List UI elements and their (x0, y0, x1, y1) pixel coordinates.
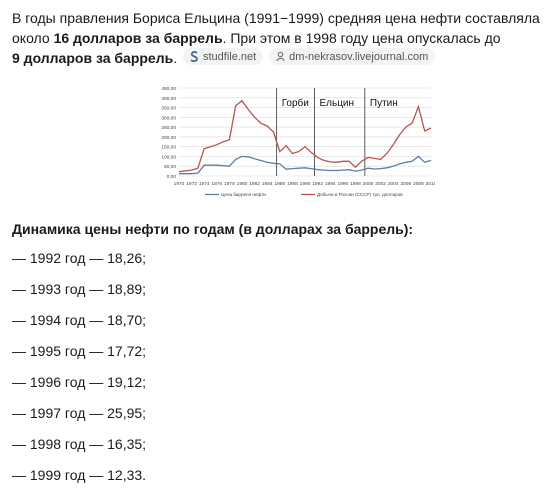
x-tick-label: 1976 (211, 181, 222, 187)
y-tick-label: 250,00 (161, 125, 176, 131)
list-item: — 1992 год — 18,26; (12, 250, 147, 266)
list-item: — 1997 год — 25,95; (12, 405, 147, 421)
x-tick-label: 1972 (186, 181, 197, 187)
series-line (179, 155, 432, 175)
legend-label: Цена барреля нефти (221, 192, 266, 197)
x-tick-label: 1990 (300, 181, 311, 187)
list-item: — 1995 год — 17,72; (12, 343, 147, 359)
source-chip-studfile[interactable]: studfile.net (183, 48, 264, 65)
list-item: — 1994 год — 18,70; (12, 312, 147, 328)
answer-paragraph: В годы правления Бориса Ельцина (1991−19… (12, 8, 548, 68)
x-tick-label: 1994 (325, 181, 336, 187)
period-label: Ельцин (319, 98, 354, 109)
y-tick-label: 100,00 (161, 154, 176, 160)
y-tick-label: 450,00 (161, 86, 176, 92)
x-tick-label: 1996 (337, 181, 348, 187)
x-tick-label: 1974 (199, 181, 210, 187)
answer-text: . При этом в 1998 году цена опускалась д… (222, 30, 501, 46)
x-tick-label: 2000 (363, 181, 374, 187)
answer-block: В годы правления Бориса Ельцина (1991−19… (12, 8, 548, 68)
x-tick-label: 1980 (237, 181, 248, 187)
source-name: studfile.net (203, 50, 257, 63)
list-item: — 1999 год — 12,33. (12, 467, 147, 483)
list-heading: Динамика цены нефти по годам (в долларах… (12, 221, 414, 237)
x-tick-label: 1982 (249, 181, 260, 187)
studfile-icon (190, 51, 198, 62)
source-name: dm-nekrasov.livejournal.com (289, 50, 429, 63)
x-tick-label: 2002 (375, 181, 386, 187)
answer-highlight: 9 долларов за баррель (12, 50, 174, 66)
y-tick-label: 350,00 (161, 106, 176, 112)
x-tick-label: 2008 (413, 181, 424, 187)
period-label: Горби (282, 97, 309, 109)
x-tick-label: 1984 (262, 181, 273, 187)
answer-highlight: 16 долларов за баррель (53, 30, 223, 46)
chart-svg: 0,00 50,00 100,00 150,00 200,00 250,00 300,00 3… (161, 86, 436, 197)
y-tick-label: 0,00 (167, 174, 177, 180)
oil-price-chart: 0,00 50,00 100,00 150,00 200,00 250,00 300,00 3… (143, 82, 437, 208)
x-tick-label: 1978 (224, 181, 235, 187)
x-tick-label: 2006 (400, 181, 411, 187)
y-tick-label: 200,00 (161, 135, 176, 141)
x-tick-label: 1970 (174, 181, 185, 187)
price-list: — 1992 год — 18,26; — 1993 год — 18,89; … (12, 248, 146, 496)
answer-text: . (173, 50, 178, 66)
x-tick-label: 2004 (388, 181, 399, 187)
user-icon (276, 51, 285, 62)
series-line (178, 99, 432, 173)
y-tick-label: 300,00 (161, 115, 176, 121)
y-tick-label: 400,00 (161, 96, 176, 102)
list-item: — 1993 год — 18,89; (12, 281, 147, 297)
y-tick-label: 50,00 (164, 164, 176, 170)
x-tick-label: 1986 (274, 181, 285, 187)
source-chip-livejournal[interactable]: dm-nekrasov.livejournal.com (269, 48, 436, 65)
x-tick-label: 2010 (426, 181, 435, 187)
x-tick-label: 1992 (312, 181, 323, 187)
legend-label: Добыча в России (СССР) трл. долларов (317, 192, 403, 197)
x-tick-label: 1988 (287, 181, 298, 187)
y-tick-label: 150,00 (161, 145, 176, 151)
list-item: — 1998 год — 16,35; (12, 436, 147, 452)
answer-text: В годы правления Бориса Ельцина (1991−19… (12, 10, 540, 46)
x-tick-label: 1998 (350, 181, 361, 187)
period-label: Путин (370, 98, 398, 109)
list-item: — 1996 год — 19,12; (12, 374, 147, 390)
